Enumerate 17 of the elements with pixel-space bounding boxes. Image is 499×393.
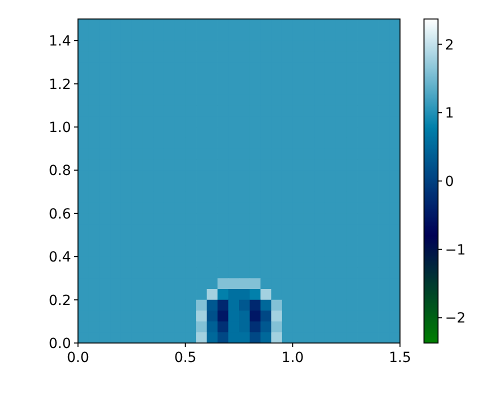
- color-bar-label: 2: [445, 37, 454, 54]
- y-tick-label: 0.6: [48, 206, 72, 222]
- color-bar-label: 1: [445, 106, 454, 122]
- x-tick-label: 0.0: [66, 350, 90, 366]
- y-tick-label: 0.0: [48, 336, 71, 352]
- color-bar-label: 0: [445, 174, 454, 190]
- y-tick-label: 1.4: [48, 34, 72, 50]
- color-bar-label: −2: [445, 310, 466, 327]
- y-tick-label: 1.0: [48, 120, 71, 136]
- x-tick-label: 0.5: [174, 350, 196, 366]
- y-tick-label: 0.4: [48, 250, 72, 266]
- x-tick-label: 1.5: [388, 350, 412, 366]
- x-tick-label: 1.0: [282, 350, 304, 366]
- y-tick-label: 1.2: [48, 76, 71, 93]
- y-tick-label: 0.2: [48, 292, 71, 309]
- y-tick-label: 0.8: [48, 163, 71, 180]
- color-bar-label: −1: [445, 242, 466, 258]
